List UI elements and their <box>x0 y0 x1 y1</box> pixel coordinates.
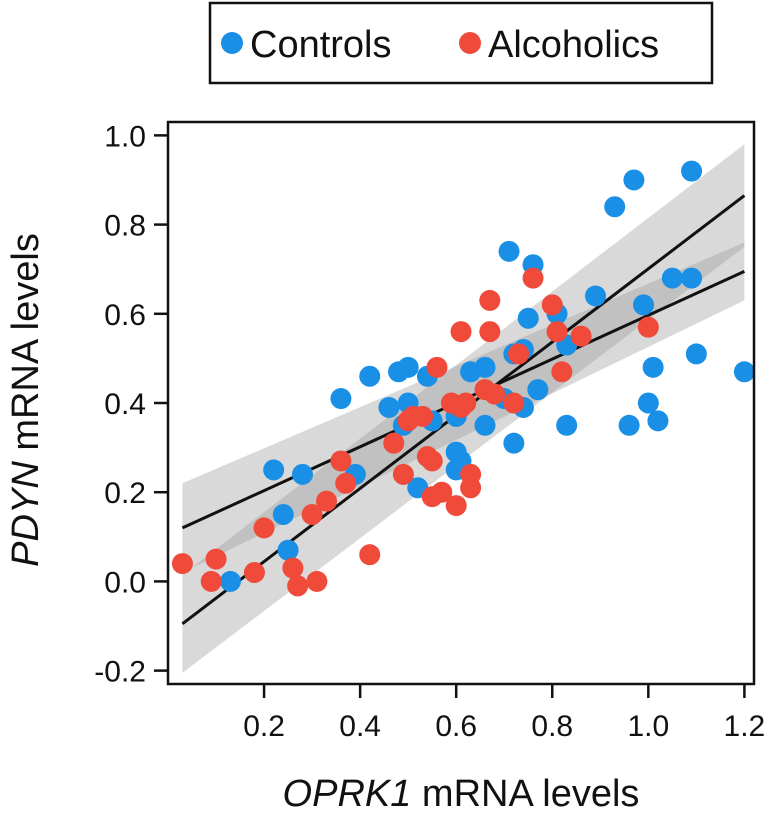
data-point-alcoholics <box>503 392 525 414</box>
data-point-alcoholics <box>460 477 482 499</box>
x-tick-label: 1.2 <box>724 710 766 743</box>
data-point-controls <box>272 504 294 526</box>
data-point-controls <box>681 160 703 182</box>
data-point-controls <box>330 388 352 410</box>
data-point-alcoholics <box>330 450 352 472</box>
y-tick-label: 0.2 <box>104 477 146 510</box>
data-point-alcoholics <box>306 570 328 592</box>
data-point-alcoholics <box>392 463 414 485</box>
x-tick-label: 1.0 <box>627 710 669 743</box>
data-point-controls <box>584 285 606 307</box>
data-point-alcoholics <box>253 517 275 539</box>
data-point-controls <box>474 356 496 378</box>
data-point-alcoholics <box>479 321 501 343</box>
x-tick-label: 0.6 <box>435 710 477 743</box>
data-point-controls <box>527 379 549 401</box>
y-axis-title-rest: mRNA levels <box>5 233 47 461</box>
data-point-controls <box>474 414 496 436</box>
data-point-alcoholics <box>359 544 381 566</box>
data-point-alcoholics <box>570 325 592 347</box>
legend-label-alcoholics: Alcoholics <box>488 24 659 66</box>
data-point-alcoholics <box>205 548 227 570</box>
data-point-controls <box>733 361 755 383</box>
data-point-alcoholics <box>200 570 222 592</box>
data-point-controls <box>685 343 707 365</box>
data-point-controls <box>219 570 241 592</box>
y-axis-title-italic: PDYN <box>5 461 47 567</box>
data-point-alcoholics <box>316 490 338 512</box>
x-axis-title-rest: mRNA levels <box>411 773 639 814</box>
data-point-controls <box>503 432 525 454</box>
y-tick-label: 0.6 <box>104 299 146 332</box>
data-point-controls <box>681 267 703 289</box>
data-point-alcoholics <box>522 267 544 289</box>
y-tick-label: 0.4 <box>104 388 146 421</box>
data-point-controls <box>556 414 578 436</box>
data-point-controls <box>623 169 645 191</box>
data-point-controls <box>647 410 669 432</box>
legend-label-controls: Controls <box>250 24 392 66</box>
data-point-controls <box>397 356 419 378</box>
data-point-controls <box>642 356 664 378</box>
data-point-alcoholics <box>301 504 323 526</box>
data-points <box>171 160 755 597</box>
data-point-controls <box>498 240 520 262</box>
data-point-alcoholics <box>455 392 477 414</box>
data-point-controls <box>604 196 626 218</box>
axes: 0.2 0.4 0.6 0.8 1.0 1.2 -0.2 0.0 0.2 0.4 0.6 0.8 1.0 <box>94 120 765 743</box>
data-point-alcoholics <box>287 575 309 597</box>
data-point-controls <box>618 414 640 436</box>
data-point-alcoholics <box>243 561 265 583</box>
y-tick-label: -0.2 <box>94 656 146 689</box>
data-point-controls <box>263 459 285 481</box>
data-point-alcoholics <box>637 316 659 338</box>
x-tick-label: 0.2 <box>243 710 285 743</box>
data-point-alcoholics <box>445 495 467 517</box>
data-point-alcoholics <box>541 294 563 316</box>
data-point-alcoholics <box>551 361 573 383</box>
data-point-controls <box>378 396 400 418</box>
data-point-alcoholics <box>546 321 568 343</box>
data-point-alcoholics <box>383 432 405 454</box>
data-point-controls <box>637 392 659 414</box>
y-tick-label: 1.0 <box>104 120 146 153</box>
y-tick-label: 0.0 <box>104 566 146 599</box>
y-tick-label: 0.8 <box>104 210 146 243</box>
data-point-alcoholics <box>426 356 448 378</box>
data-point-alcoholics <box>412 405 434 427</box>
data-point-controls <box>661 267 683 289</box>
x-axis-title-italic: OPRK1 <box>283 773 412 814</box>
data-point-alcoholics <box>484 383 506 405</box>
legend-marker-alcoholics <box>459 32 481 54</box>
x-axis-title: OPRK1 mRNA levels <box>283 773 640 814</box>
data-point-alcoholics <box>171 553 193 575</box>
x-tick-label: 0.8 <box>531 710 573 743</box>
data-point-controls <box>277 539 299 561</box>
data-point-alcoholics <box>282 557 304 579</box>
data-point-alcoholics <box>335 472 357 494</box>
legend: Controls Alcoholics <box>208 1 714 85</box>
data-point-controls <box>633 294 655 316</box>
legend-marker-controls <box>221 32 243 54</box>
data-point-alcoholics <box>431 481 453 503</box>
data-point-alcoholics <box>421 450 443 472</box>
y-axis-title: PDYN mRNA levels <box>5 233 47 567</box>
data-point-alcoholics <box>479 289 501 311</box>
data-point-alcoholics <box>508 343 530 365</box>
x-tick-label: 0.4 <box>339 710 381 743</box>
data-point-controls <box>517 307 539 329</box>
data-point-controls <box>359 365 381 387</box>
data-point-alcoholics <box>450 321 472 343</box>
data-point-controls <box>291 463 313 485</box>
